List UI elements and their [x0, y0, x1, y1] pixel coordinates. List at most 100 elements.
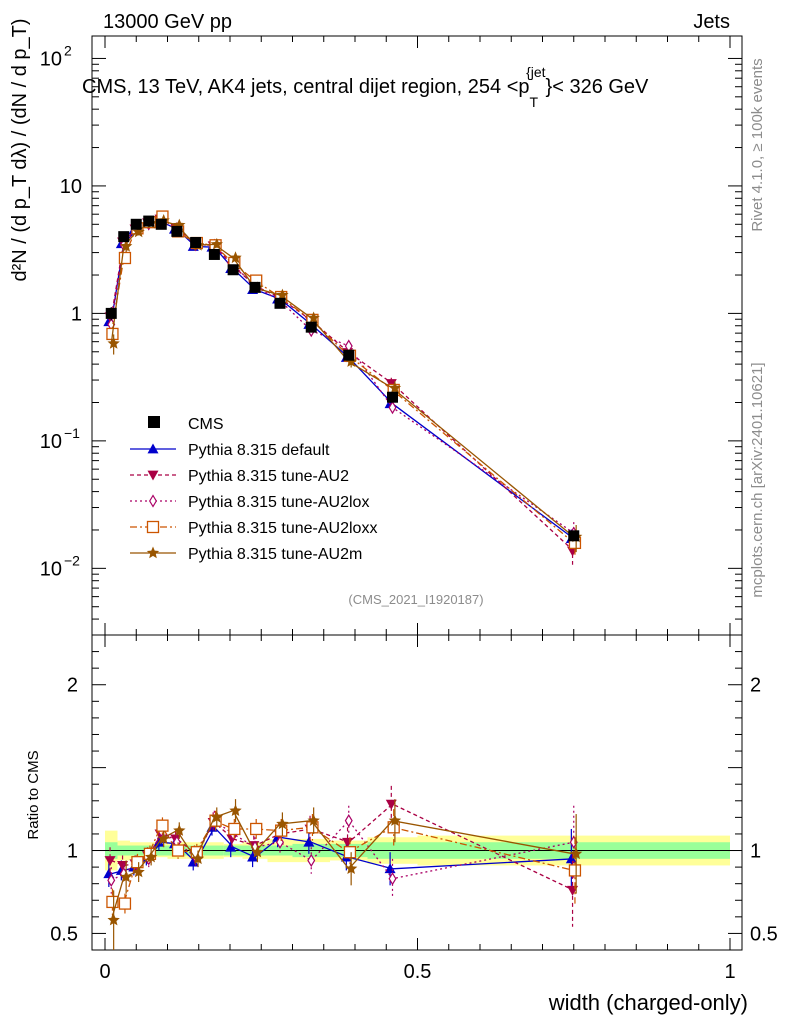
cms-point [171, 225, 183, 237]
cms-point [190, 236, 202, 248]
mc-point-ratio [191, 852, 205, 865]
cms-data [105, 215, 580, 542]
cms-point [249, 281, 261, 293]
mc-point-main [120, 239, 133, 252]
mc-point-ratio [145, 850, 158, 863]
x-tick-label: 1 [724, 961, 735, 983]
mc-point-ratio [307, 814, 320, 826]
legend-marker [146, 520, 160, 534]
mc-point-ratio [385, 799, 397, 810]
mc-point-ratio [173, 824, 186, 836]
mc-point-ratio [118, 897, 132, 910]
mc-point-ratio [276, 817, 289, 830]
mc-point-ratio [343, 846, 357, 859]
cms-point [274, 297, 286, 309]
ratio-frame [91, 634, 743, 951]
mc-point-ratio [251, 845, 264, 858]
legend-marker [149, 494, 157, 508]
mc-point-main [229, 251, 242, 264]
main-y-tick-label: 10 [40, 431, 62, 453]
main-y-tick-label: 10 [40, 48, 62, 70]
mc-point-ratio [120, 870, 133, 883]
mc-point-ratio [228, 822, 241, 836]
mc-point-main [132, 225, 145, 238]
mc-point-main [276, 288, 289, 301]
main-y-tick-exponent: −2 [64, 552, 80, 568]
legend-label: Pythia 8.315 tune-AU2lox [188, 494, 369, 511]
mc-point-main [345, 355, 358, 367]
mc-line-main [110, 217, 575, 534]
cms-point [387, 391, 398, 403]
cms-point [227, 264, 239, 276]
x-tick-label: 0 [99, 961, 110, 983]
mc-point-ratio [247, 851, 259, 862]
mcplots-label: mcplots.cern.ch [arXiv:2401.10621] [749, 362, 766, 597]
mc-point-ratio [107, 913, 120, 926]
cms-point [568, 530, 580, 542]
rivet-label: Rivet 4.1.0, ≥ 100k events [749, 58, 766, 231]
mc-point-ratio [570, 847, 583, 860]
legend-marker-cms [148, 416, 160, 428]
cms-point [155, 218, 167, 230]
legend-marker [147, 443, 159, 454]
legend-marker [146, 546, 160, 559]
mc-line-main [110, 220, 575, 540]
mc-line-main [110, 219, 575, 538]
x-tick-label: 0.5 [404, 961, 432, 983]
analysis-tag: (CMS_2021_I1920187) [348, 592, 483, 607]
ratio-y-tick-label-right: 1 [750, 841, 761, 863]
main-y-tick-exponent: 2 [64, 42, 72, 58]
mc-line-ratio [110, 809, 574, 921]
mc-point-ratio [345, 862, 358, 874]
legend-marker [147, 470, 159, 481]
ratio-y-tick-label: 2 [67, 675, 78, 697]
x-axis-label: width (charged-only) [548, 990, 748, 1015]
mc-point-ratio [171, 844, 185, 857]
mc-line-ratio [110, 819, 574, 881]
mc-point-main [388, 400, 397, 415]
mc-point-ratio [388, 872, 397, 886]
mc-point-ratio [106, 895, 119, 909]
mc-point-main [388, 381, 402, 394]
mc-point-ratio [225, 841, 237, 852]
cms-point [118, 231, 130, 243]
mc-point-ratio [250, 822, 263, 836]
cms-point [208, 248, 220, 260]
cms-point [343, 349, 355, 361]
mc-point-ratio [344, 814, 353, 828]
mc-point-main [210, 237, 223, 250]
ratio-y-tick-label: 1 [67, 841, 78, 863]
legend-label: Pythia 8.315 tune-AU2m [188, 546, 362, 563]
mc-point-ratio [568, 864, 582, 877]
main-y-label: d²N / (d p_T dλ) / (dN / d p_T) [9, 18, 31, 281]
main-y-tick-exponent: −1 [64, 425, 80, 441]
ratio-y-tick-label: 0.5 [50, 923, 78, 945]
cms-point [305, 321, 317, 333]
ratio-y-tick-label-right: 0.5 [750, 923, 778, 945]
mc-point-main [118, 251, 132, 265]
mc-point-ratio [156, 819, 169, 832]
legend-label: Pythia 8.315 tune-AU2loxx [188, 520, 377, 537]
mc-point-ratio [229, 804, 242, 816]
mc-point-ratio [307, 853, 316, 868]
mc-point-ratio [388, 814, 402, 826]
main-y-tick-label: 10 [60, 176, 82, 198]
main-y-tick-label: 1 [71, 303, 82, 325]
main-y-tick-label: 10 [40, 558, 62, 580]
mc-point-ratio [132, 865, 145, 878]
mc-point-ratio [107, 873, 116, 888]
mc-point-ratio [157, 832, 170, 845]
header-right: Jets [693, 11, 730, 33]
mc-point-main [307, 311, 320, 324]
ratio-y-label: Ratio to CMS [25, 750, 42, 839]
header-left: 13000 GeV pp [103, 11, 232, 33]
plot-title: CMS, 13 TeV, AK4 jets, central dijet reg… [82, 64, 649, 110]
mc-point-ratio [104, 856, 116, 866]
mc-point-ratio [303, 836, 315, 847]
legend: CMS Pythia 8.315 default Pythia 8.315 tune… [130, 416, 377, 563]
cms-point [105, 307, 117, 319]
mc-point-ratio [131, 855, 144, 869]
cms-point [143, 215, 155, 227]
